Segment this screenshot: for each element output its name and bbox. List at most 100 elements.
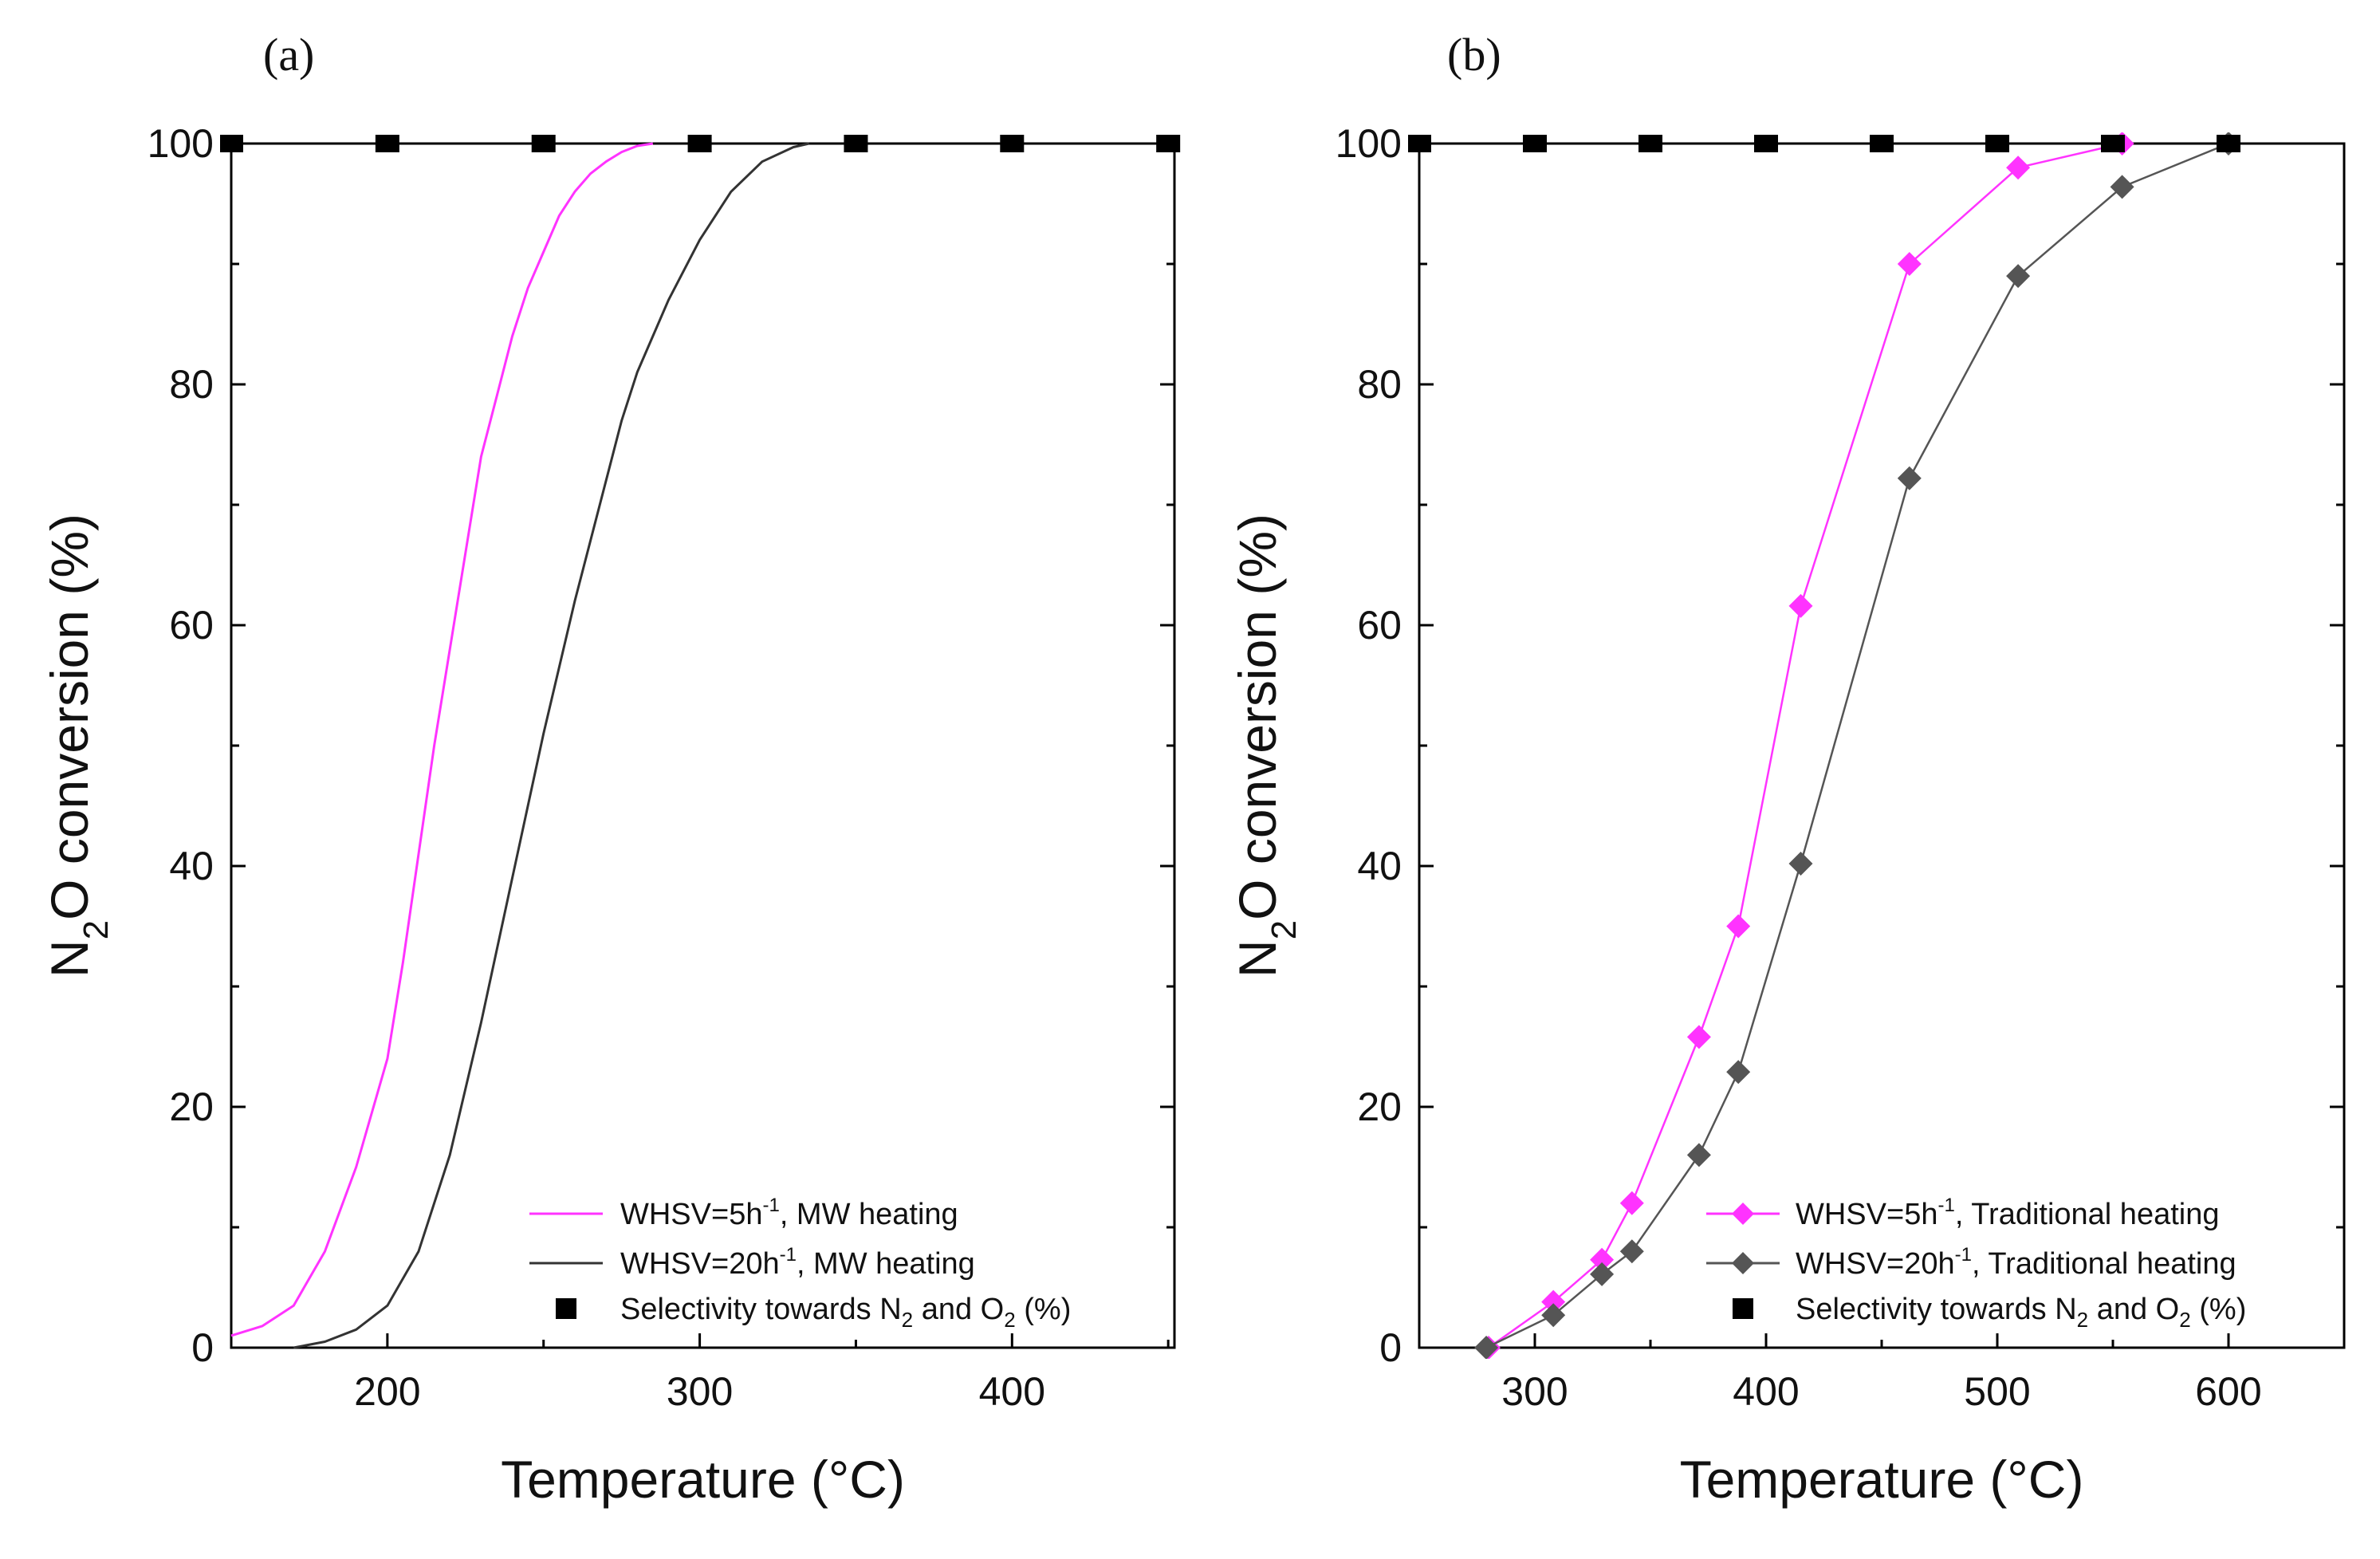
- x-axis-title: Temperature (°C): [1680, 1450, 2084, 1509]
- data-point-square: [1156, 135, 1181, 152]
- x-tick-label: 300: [1501, 1369, 1568, 1414]
- data-point-diamond: [1686, 1143, 1711, 1167]
- data-point-square: [531, 135, 556, 152]
- y-tick-label: 20: [1357, 1085, 1402, 1129]
- legend-label-sub: 2: [1004, 1308, 1015, 1332]
- y-axis-title-sub: 2: [1265, 920, 1304, 939]
- series-line-1: [230, 142, 654, 1337]
- x-tick-label: 400: [1733, 1369, 1799, 1414]
- legend-label-part: WHSV=20h: [1796, 1247, 1955, 1281]
- y-axis-title: N2O conversion (%): [40, 514, 116, 978]
- plot-frame: [1418, 142, 2346, 1349]
- legend-label-sub: 2: [902, 1308, 913, 1332]
- data-point-diamond: [1541, 1289, 1566, 1314]
- data-point-diamond: [1897, 466, 1922, 490]
- y-axis-title-part: N: [40, 939, 99, 978]
- legend-label-part: Selectivity towards N: [620, 1293, 902, 1326]
- legend-label: WHSV=20h-1, MW heating: [620, 1244, 975, 1281]
- legend-label-part: WHSV=20h: [620, 1247, 780, 1281]
- legend-label-part: and O: [2088, 1293, 2179, 1326]
- y-axis-title-part: O conversion (%): [1228, 514, 1287, 920]
- data-point-diamond: [2006, 156, 2031, 180]
- data-point-diamond: [1788, 851, 1813, 876]
- legend-label-part: (%): [2191, 1293, 2247, 1326]
- data-point-square: [1523, 135, 1547, 152]
- data-point-diamond: [1590, 1262, 1615, 1286]
- data-point-square: [1985, 135, 2009, 152]
- legend-marker-square: [1733, 1298, 1753, 1319]
- x-tick-label: 500: [1964, 1369, 2030, 1414]
- y-axis-title-part: N: [1228, 939, 1287, 978]
- data-point-diamond: [1897, 252, 1922, 276]
- legend-label: Selectivity towards N2 and O2 (%): [620, 1293, 1071, 1332]
- data-point-square: [1638, 135, 1662, 152]
- data-point-diamond: [1474, 1336, 1499, 1359]
- data-point-square: [220, 135, 243, 152]
- legend-label-sub: 2: [2179, 1308, 2190, 1332]
- legend-label-sup: -1: [1955, 1244, 1972, 1266]
- data-point-diamond: [1726, 914, 1751, 939]
- x-tick-label: 600: [2195, 1369, 2261, 1414]
- data-point-diamond: [1541, 1303, 1566, 1328]
- legend-label: WHSV=20h-1, Traditional heating: [1796, 1244, 2236, 1281]
- y-tick-label: 0: [1379, 1325, 1402, 1370]
- x-tick-label: 200: [354, 1369, 420, 1414]
- data-point-square: [1000, 135, 1025, 152]
- legend-label-sup: -1: [762, 1195, 779, 1216]
- x-tick-label: 300: [667, 1369, 733, 1414]
- y-tick-label: 20: [169, 1085, 214, 1129]
- y-axis-title-part: O conversion (%): [40, 514, 99, 920]
- data-point-square: [1870, 135, 1894, 152]
- data-point-square: [2101, 135, 2125, 152]
- y-axis-title-sub: 2: [77, 920, 116, 939]
- y-tick-label: 80: [1357, 362, 1402, 407]
- data-point-square: [1754, 135, 1778, 152]
- y-axis-title: N2O conversion (%): [1228, 514, 1304, 978]
- x-axis-title: Temperature (°C): [501, 1450, 905, 1509]
- data-point-diamond: [2110, 175, 2134, 199]
- legend-marker-diamond: [1732, 1203, 1754, 1225]
- data-point-square: [687, 135, 712, 152]
- legend-label: Selectivity towards N2 and O2 (%): [1796, 1293, 2246, 1332]
- legend-label-sub: 2: [2077, 1308, 2088, 1332]
- data-point-square: [844, 135, 868, 152]
- data-point-square: [375, 135, 399, 152]
- chart-panel-b: (b) 0 20 40 60 80 100 300 400 500 600 Temperature (…: [1228, 29, 2346, 1509]
- y-tick-label: 60: [169, 603, 214, 648]
- legend-label-part: (%): [1016, 1293, 1072, 1326]
- legend-label-sup: -1: [780, 1244, 797, 1266]
- plot-frame: [230, 142, 1176, 1349]
- legend-marker-diamond: [1732, 1252, 1754, 1274]
- x-tick-label: 400: [979, 1369, 1045, 1414]
- y-tick-label: 40: [1357, 844, 1402, 888]
- series-line-1: [1488, 142, 2122, 1349]
- legend-marker-square: [556, 1298, 576, 1319]
- data-point-diamond: [1619, 1239, 1644, 1264]
- legend-label-part: WHSV=5h: [1796, 1198, 1937, 1231]
- data-point-diamond: [1788, 593, 1813, 618]
- data-point-diamond: [1726, 1060, 1751, 1085]
- data-point-diamond: [1686, 1025, 1711, 1049]
- data-layer: [220, 135, 1181, 1349]
- data-point-square: [2217, 135, 2240, 152]
- legend-label-part: and O: [913, 1293, 1004, 1326]
- y-tick-label: 60: [1357, 603, 1402, 648]
- legend-label-part: , MW heating: [780, 1198, 958, 1231]
- data-point-diamond: [1590, 1247, 1615, 1272]
- y-tick-label: 0: [191, 1325, 214, 1370]
- legend-label-part: , Traditional heating: [1955, 1198, 2220, 1231]
- legend-label: WHSV=5h-1, Traditional heating: [1796, 1195, 2219, 1231]
- legend: WHSV=5h-1, Traditional heatingWHSV=20h-1…: [1706, 1195, 2246, 1332]
- legend-label-part: Selectivity towards N: [1796, 1293, 2077, 1326]
- legend-label-sup: -1: [1937, 1195, 1954, 1216]
- series-line-2: [293, 142, 810, 1349]
- legend-label-part: , MW heating: [797, 1247, 975, 1281]
- chart-panel-a: (a) 0 20 40 60 80 100 200 300 400 Temperature (°C)…: [40, 29, 1181, 1509]
- data-point-diamond: [2006, 264, 2031, 289]
- legend-label: WHSV=5h-1, MW heating: [620, 1195, 958, 1231]
- y-tick-label: 40: [169, 844, 214, 888]
- data-point-diamond: [1619, 1191, 1644, 1215]
- legend-label-part: WHSV=5h: [620, 1198, 762, 1231]
